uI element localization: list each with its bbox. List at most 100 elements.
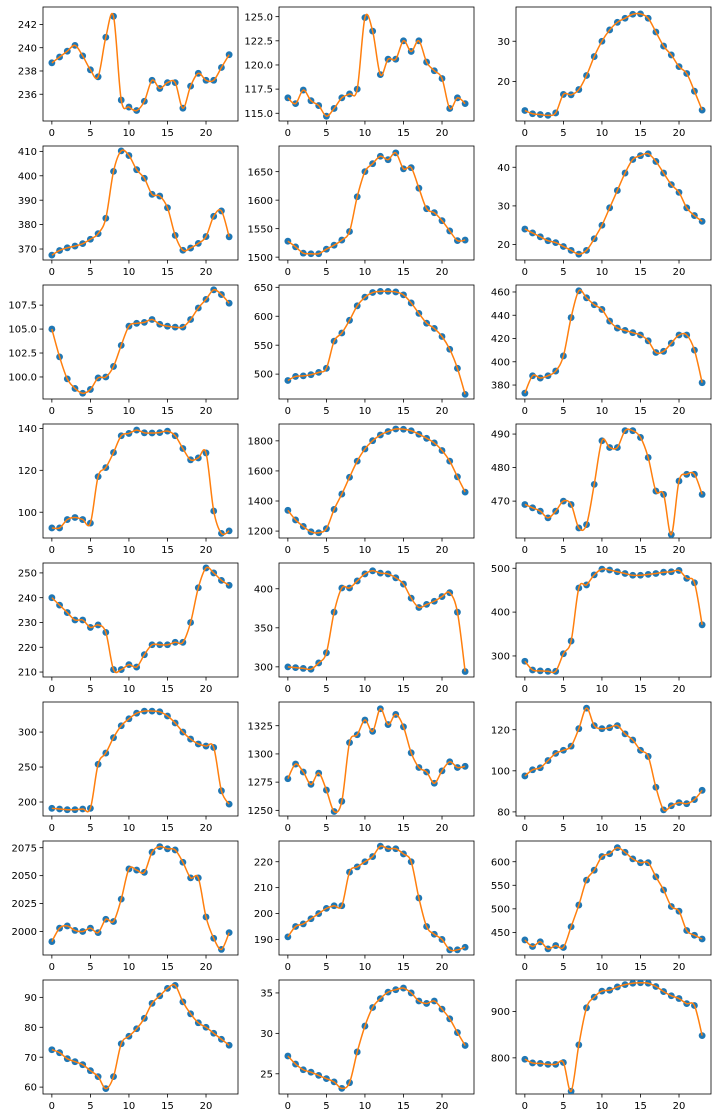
axes-frame [42, 284, 239, 400]
x-tick-label: 5 [87, 267, 93, 278]
axes-frame [42, 979, 239, 1095]
series-line [524, 152, 703, 255]
series-line [524, 982, 703, 1092]
y-tick-label: 550 [254, 341, 273, 352]
x-tick-label: 15 [634, 823, 647, 834]
x-tick-label: 15 [397, 267, 410, 278]
y-tick-label: 650 [254, 283, 273, 294]
y-tick-label: 122.5 [244, 36, 273, 47]
y-tick-label: 2050 [12, 871, 37, 882]
x-tick-label: 15 [397, 684, 410, 695]
x-tick-label: 10 [359, 545, 372, 556]
y-tick-label: 1650 [248, 167, 273, 178]
x-tick-label: 0 [49, 545, 55, 556]
x-tick-label: 5 [87, 962, 93, 973]
x-tick-label: 20 [673, 684, 686, 695]
x-tick-label: 10 [123, 823, 136, 834]
subplot-24: 0 5 10 15 20 800 900 [491, 979, 712, 1112]
y-tick-label: 1600 [248, 196, 273, 207]
y-tick-label: 20 [497, 77, 510, 88]
x-tick-label: 15 [634, 128, 647, 139]
series-line [524, 568, 703, 674]
series-line [287, 987, 466, 1090]
x-tick-label: 10 [359, 1101, 372, 1112]
y-tick-label: 115.0 [244, 109, 273, 120]
series-line [51, 149, 230, 256]
axes-frame [278, 145, 475, 261]
x-tick-label: 10 [123, 406, 136, 417]
x-tick-label: 10 [359, 267, 372, 278]
x-tick-label: 20 [436, 406, 449, 417]
y-tick-label: 1275 [248, 778, 273, 789]
y-tick-label: 100 [491, 766, 510, 777]
x-tick-label: 0 [522, 128, 528, 139]
y-tick-label: 490 [491, 430, 510, 441]
x-tick-label: 0 [49, 267, 55, 278]
x-tick-label: 20 [200, 128, 213, 139]
x-tick-label: 5 [323, 128, 329, 139]
y-tick-label: 1500 [248, 253, 273, 264]
y-tick-label: 400 [491, 608, 510, 619]
x-tick-label: 10 [596, 128, 609, 139]
axes-frame [515, 562, 712, 678]
x-tick-label: 0 [49, 684, 55, 695]
subplot-12: 0 5 10 15 20 470 480 490 [491, 423, 712, 556]
x-tick-label: 10 [359, 823, 372, 834]
subplot-7: 0 5 10 15 20 100.0 102.5 105.0 107.5 [8, 284, 239, 417]
subplot-21: 0 5 10 15 20 450 500 550 600 [491, 840, 712, 973]
x-tick-label: 20 [436, 267, 449, 278]
x-tick-label: 20 [436, 823, 449, 834]
x-tick-label: 20 [200, 267, 213, 278]
x-tick-label: 10 [596, 267, 609, 278]
x-tick-label: 15 [397, 962, 410, 973]
y-tick-label: 30 [497, 37, 510, 48]
y-tick-label: 460 [491, 288, 510, 299]
y-tick-label: 1250 [248, 806, 273, 817]
x-tick-label: 15 [161, 128, 174, 139]
x-tick-label: 20 [436, 1101, 449, 1112]
data-point [698, 106, 706, 114]
x-tick-label: 20 [200, 545, 213, 556]
x-tick-label: 10 [359, 962, 372, 973]
x-tick-label: 0 [285, 267, 291, 278]
y-tick-label: 1300 [248, 750, 273, 761]
axes-frame [515, 6, 712, 122]
y-tick-label: 1800 [248, 436, 273, 447]
y-tick-label: 210 [254, 883, 273, 894]
subplot-19: 0 5 10 15 20 2000 2025 2050 2075 [12, 840, 239, 973]
series-line [287, 428, 466, 534]
y-tick-label: 200 [18, 798, 37, 809]
x-tick-label: 0 [522, 545, 528, 556]
x-tick-label: 10 [359, 684, 372, 695]
x-tick-label: 20 [673, 128, 686, 139]
x-tick-label: 5 [87, 684, 93, 695]
x-tick-label: 15 [161, 545, 174, 556]
y-tick-label: 242 [18, 20, 37, 31]
axes-frame [278, 423, 475, 539]
series-line [287, 845, 466, 952]
x-tick-label: 20 [673, 1101, 686, 1112]
x-tick-label: 5 [323, 545, 329, 556]
subplot-2: 0 5 10 15 20 115.0 117.5 120.0 122.5 125.0 [244, 6, 475, 139]
x-tick-label: 10 [123, 545, 136, 556]
y-tick-label: 450 [491, 928, 510, 939]
x-tick-label: 15 [397, 823, 410, 834]
data-point [225, 929, 233, 937]
x-tick-label: 10 [123, 684, 136, 695]
y-tick-label: 480 [491, 463, 510, 474]
y-tick-label: 2025 [12, 899, 37, 910]
x-tick-label: 0 [49, 1101, 55, 1112]
x-tick-label: 0 [285, 684, 291, 695]
y-tick-label: 2000 [12, 927, 37, 938]
axes-frame [42, 701, 239, 817]
x-tick-label: 0 [522, 406, 528, 417]
y-tick-label: 140 [18, 424, 37, 435]
y-tick-label: 190 [254, 935, 273, 946]
y-tick-label: 240 [18, 43, 37, 54]
y-tick-label: 300 [491, 652, 510, 663]
x-tick-label: 0 [285, 128, 291, 139]
y-tick-label: 120 [491, 725, 510, 736]
x-tick-label: 20 [436, 962, 449, 973]
series-line [51, 12, 230, 112]
x-tick-label: 0 [285, 545, 291, 556]
